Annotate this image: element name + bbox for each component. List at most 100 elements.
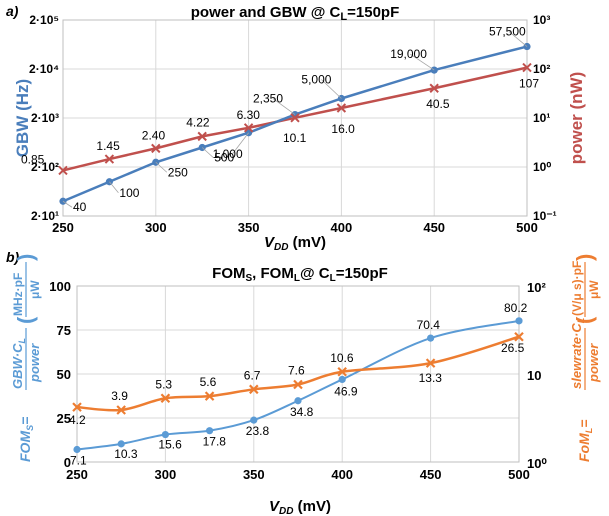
gbw-label-leader: [62, 200, 73, 208]
x-axis-title-tail: (mV): [293, 498, 331, 515]
fom-l-data-label: 5.6: [200, 375, 217, 389]
plot-area: [76, 285, 520, 463]
fom-l-prefix-sub: L: [584, 428, 594, 434]
gbw-point: [59, 197, 67, 205]
power-data-label: 10.1: [283, 131, 307, 145]
y-left-tick-label: 2·10⁵: [29, 13, 59, 27]
fom-l-prefix: FoML=: [576, 420, 594, 462]
fom-l-point: [116, 405, 126, 415]
power-data-label: 16.0: [331, 122, 355, 136]
fom-l-data-label: 10.6: [330, 351, 354, 365]
fom-s-data-label: 7.1: [70, 454, 87, 468]
fom-s-point: [338, 375, 346, 384]
power-data-label: 4.22: [186, 115, 210, 129]
x-axis-title-sub: DD: [279, 506, 293, 516]
chart-title-part: FOM: [212, 265, 245, 282]
power-point: [197, 131, 207, 142]
fom-s-data-label: 10.3: [114, 447, 138, 461]
y-left-tick-label: 75: [57, 323, 71, 338]
y-left-tick-label: 2·10²: [31, 160, 59, 174]
fom-s-point: [73, 445, 81, 454]
y-right-tick-label: 10⁰: [527, 456, 547, 471]
y-left-tick-label: 100: [49, 279, 71, 294]
x-axis-title-v: V: [264, 234, 276, 251]
fom-l-data-label: 4.2: [69, 413, 86, 427]
gbw-data-label: 1,000: [213, 147, 243, 161]
chart-title-a: power and GBW @ CL=150pF: [191, 4, 400, 23]
x-tick-label: 300: [155, 467, 177, 482]
gbw-label-leader: [232, 132, 249, 154]
y-right-tick-label: 10⁻¹: [533, 209, 557, 223]
chart-title-sub: L: [294, 273, 300, 284]
gbw-series-line: [62, 45, 528, 203]
power-data-label: 40.5: [426, 97, 450, 111]
gbw-label-leader: [508, 31, 528, 47]
x-tick-label: 400: [331, 467, 353, 482]
x-axis-title-a: VDD (mV): [264, 234, 326, 253]
y-left-tick-label: 50: [57, 367, 71, 382]
x-tick-label: 450: [423, 220, 445, 235]
chart-title-part: =150pF: [336, 265, 388, 282]
fom-l-denominator: power: [586, 343, 601, 383]
fom-s-point: [294, 397, 302, 405]
y-left-axis-title: GBW (Hz): [13, 79, 32, 157]
fom-s-data-label: 17.8: [203, 435, 227, 449]
x-tick-label: 450: [420, 467, 442, 482]
fom-l-point: [160, 393, 171, 404]
fom-l-point: [72, 402, 82, 412]
gbw-data-label: 19,000: [390, 47, 427, 61]
fom-s-unit-num: MHz·pF: [11, 273, 25, 316]
chart-title-sub: L: [340, 11, 347, 23]
y-left-tick-label: 2·10¹: [31, 209, 59, 223]
fom-l-point: [514, 331, 524, 342]
y-left-tick-label: 2·10⁴: [29, 62, 59, 76]
y-right-tick-label: 10²: [527, 280, 546, 295]
fom-s-denominator: power: [27, 343, 42, 383]
gbw-data-label: 40: [73, 200, 87, 214]
fom-s-point: [161, 430, 169, 439]
fom-s-data-label: 23.8: [246, 424, 270, 438]
y-left-tick-label: 0: [64, 455, 71, 470]
x-tick-label: 250: [52, 220, 74, 235]
fom-s-num-main: GBW·C: [10, 343, 25, 389]
y-right-tick-label: 10: [527, 368, 541, 383]
y-left-tick-label: 2·10³: [31, 111, 59, 125]
power-point: [522, 62, 532, 73]
fom-l-data-label: 26.5: [501, 341, 525, 355]
gbw-label-leader: [109, 181, 119, 194]
fom-l-num-main: slewrate·C: [569, 323, 584, 389]
power-point: [429, 83, 439, 93]
chart-title-tail: =150pF: [347, 4, 399, 21]
power-point: [151, 143, 161, 154]
fom-l-point: [204, 391, 215, 401]
x-tick-label: 350: [243, 467, 265, 482]
gbw-data-label: 250: [168, 165, 188, 179]
x-tick-label: 250: [66, 467, 88, 482]
fom-s-data-label: 46.9: [334, 384, 358, 398]
fom-l-series-line: [76, 335, 520, 412]
fom-l-numerator: slewrate·CL: [569, 318, 586, 389]
fom-s-point: [206, 427, 214, 435]
chart-title-part: , FOM: [252, 265, 294, 282]
fom-l-data-label: 13.3: [419, 371, 443, 385]
x-tick-label: 300: [145, 220, 167, 235]
gbw-data-label: 100: [119, 186, 139, 200]
gbw-label-leader: [409, 53, 435, 71]
fom-s-prefix: FOMS=: [17, 417, 35, 462]
fom-l-unit-den: μW: [587, 280, 601, 299]
fom-l-data-label: 6.7: [244, 368, 261, 382]
fom-s-eq: =: [17, 417, 33, 425]
fom-l-prefix-main: FoM: [576, 433, 592, 462]
gbw-data-label: 2,350: [253, 92, 283, 106]
power-data-label: 0.85: [21, 152, 45, 166]
x-tick-label: 500: [516, 220, 538, 235]
fom-s-series-line: [76, 319, 520, 451]
chart-title-b: FOMS, FOML@ CL=150pF: [212, 265, 388, 284]
x-axis-title-v: V: [269, 498, 281, 515]
power-point: [58, 165, 68, 176]
fom-l-paren-open: (: [572, 316, 597, 324]
chart-title-sub: L: [330, 273, 336, 284]
x-tick-label: 350: [238, 220, 260, 235]
fom-l-data-label: 3.9: [111, 389, 128, 403]
